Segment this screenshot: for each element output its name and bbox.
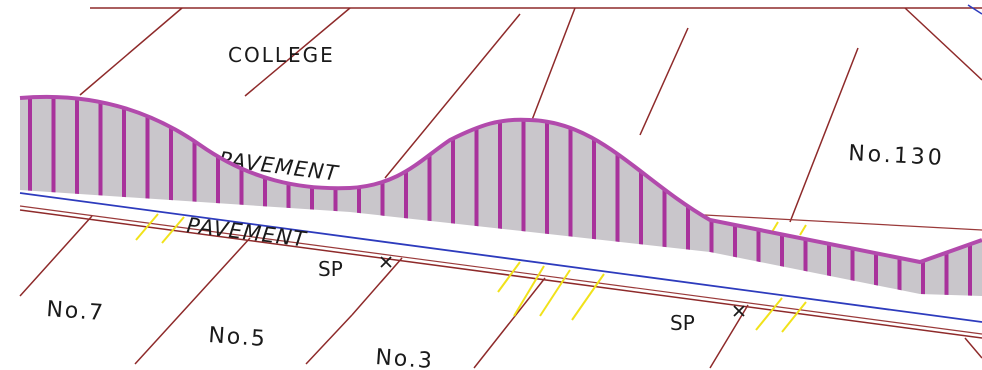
profile-hatching bbox=[28, 96, 972, 297]
cross-mark-icon bbox=[380, 256, 392, 268]
lower-parcel-lines bbox=[19, 209, 982, 369]
no130-label: No.130 bbox=[848, 141, 946, 171]
sp-left-label: SP bbox=[318, 257, 343, 281]
upper-parcel-lines bbox=[79, 4, 982, 223]
road-centerline bbox=[19, 192, 982, 323]
sp-right-label: SP bbox=[670, 311, 695, 335]
no3-label: No.3 bbox=[375, 345, 435, 370]
college-label: COLLEGE bbox=[228, 43, 335, 67]
pavement-lower-label: PAVEMENT bbox=[185, 213, 309, 252]
no5-label: No.5 bbox=[208, 323, 268, 352]
yellow-tick-marks bbox=[135, 213, 807, 333]
elevation-profile bbox=[19, 94, 982, 297]
cross-mark-icon bbox=[733, 305, 745, 317]
profile-outline bbox=[19, 94, 982, 265]
no7-label: No.7 bbox=[46, 297, 106, 326]
